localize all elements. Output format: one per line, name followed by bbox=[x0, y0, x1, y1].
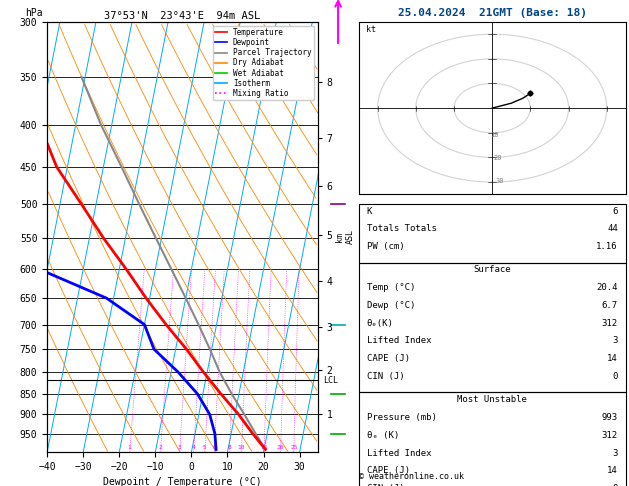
Text: © weatheronline.co.uk: © weatheronline.co.uk bbox=[359, 472, 464, 481]
Text: 1.16: 1.16 bbox=[596, 243, 618, 251]
Text: 993: 993 bbox=[602, 413, 618, 422]
Text: 10: 10 bbox=[491, 132, 499, 138]
Text: CAPE (J): CAPE (J) bbox=[367, 354, 409, 364]
Text: 6.7: 6.7 bbox=[602, 301, 618, 310]
Text: 25: 25 bbox=[290, 445, 298, 450]
Text: Lifted Index: Lifted Index bbox=[367, 449, 431, 457]
Text: Temp (°C): Temp (°C) bbox=[367, 283, 415, 292]
Text: CIN (J): CIN (J) bbox=[367, 372, 404, 381]
Text: 15: 15 bbox=[260, 445, 268, 450]
Text: 3: 3 bbox=[613, 336, 618, 346]
Text: 6: 6 bbox=[213, 445, 216, 450]
Text: CIN (J): CIN (J) bbox=[367, 484, 404, 486]
Y-axis label: km
ASL: km ASL bbox=[335, 229, 355, 244]
Text: 14: 14 bbox=[607, 467, 618, 475]
Text: hPa: hPa bbox=[26, 8, 43, 17]
Text: 20: 20 bbox=[277, 445, 284, 450]
Text: 1: 1 bbox=[128, 445, 131, 450]
Text: 0: 0 bbox=[613, 372, 618, 381]
Text: Surface: Surface bbox=[474, 265, 511, 274]
Text: 312: 312 bbox=[602, 319, 618, 328]
Text: 10: 10 bbox=[238, 445, 245, 450]
Text: 30: 30 bbox=[496, 178, 504, 184]
Text: Lifted Index: Lifted Index bbox=[367, 336, 431, 346]
Legend: Temperature, Dewpoint, Parcel Trajectory, Dry Adiabat, Wet Adiabat, Isotherm, Mi: Temperature, Dewpoint, Parcel Trajectory… bbox=[213, 26, 314, 100]
Text: 3: 3 bbox=[178, 445, 181, 450]
Text: θₑ(K): θₑ(K) bbox=[367, 319, 393, 328]
Text: PW (cm): PW (cm) bbox=[367, 243, 404, 251]
Text: 8: 8 bbox=[228, 445, 231, 450]
Title: 37°53'N  23°43'E  94m ASL: 37°53'N 23°43'E 94m ASL bbox=[104, 11, 260, 21]
Text: 25.04.2024  21GMT (Base: 18): 25.04.2024 21GMT (Base: 18) bbox=[398, 8, 587, 18]
Text: 44: 44 bbox=[607, 225, 618, 233]
Text: 312: 312 bbox=[602, 431, 618, 440]
Text: 5: 5 bbox=[203, 445, 207, 450]
Text: 2: 2 bbox=[159, 445, 162, 450]
Text: Dewp (°C): Dewp (°C) bbox=[367, 301, 415, 310]
Text: LCL: LCL bbox=[323, 376, 338, 385]
Text: θₑ (K): θₑ (K) bbox=[367, 431, 399, 440]
Text: 4: 4 bbox=[192, 445, 196, 450]
Text: 3: 3 bbox=[613, 449, 618, 457]
Text: Totals Totals: Totals Totals bbox=[367, 225, 437, 233]
Text: Most Unstable: Most Unstable bbox=[457, 395, 527, 404]
X-axis label: Dewpoint / Temperature (°C): Dewpoint / Temperature (°C) bbox=[103, 477, 262, 486]
Text: 20.4: 20.4 bbox=[596, 283, 618, 292]
Text: 6: 6 bbox=[613, 207, 618, 216]
Bar bbox=[359, 262, 626, 393]
Text: kt: kt bbox=[366, 25, 376, 34]
Text: CAPE (J): CAPE (J) bbox=[367, 467, 409, 475]
Bar bbox=[359, 204, 626, 262]
Text: K: K bbox=[367, 207, 372, 216]
Text: Pressure (mb): Pressure (mb) bbox=[367, 413, 437, 422]
Text: 0: 0 bbox=[613, 484, 618, 486]
Bar bbox=[359, 393, 626, 486]
Text: 14: 14 bbox=[607, 354, 618, 364]
Text: 20: 20 bbox=[493, 155, 502, 161]
